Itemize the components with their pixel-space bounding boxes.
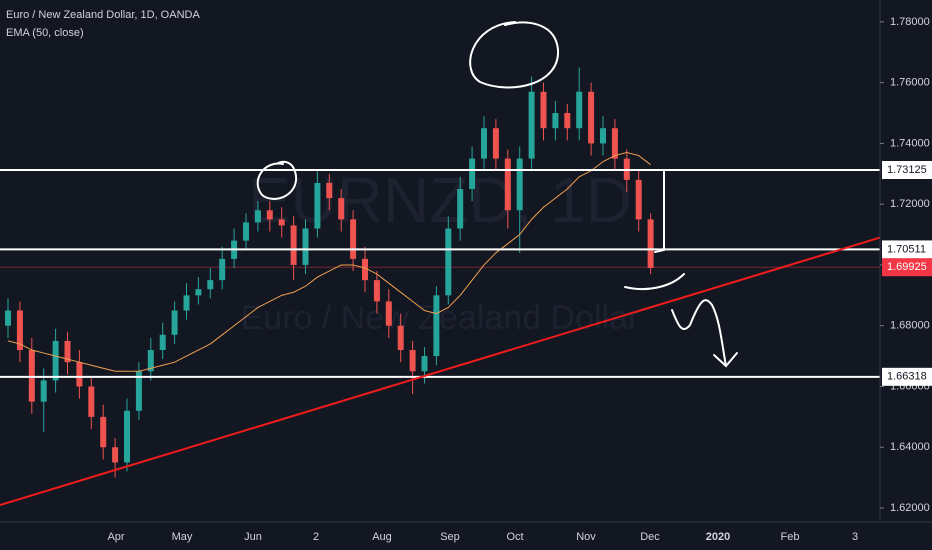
x-tick-label: Feb (781, 531, 800, 543)
candle-body (492, 128, 499, 159)
drawing-ellipse (469, 21, 560, 89)
candle-body (421, 356, 428, 372)
drawing-circle (256, 160, 298, 200)
candle-body (338, 198, 345, 220)
candle-body (314, 182, 321, 229)
candle-body (195, 289, 202, 296)
candle-body (576, 91, 583, 129)
candle-body (112, 447, 119, 463)
candle-body (290, 225, 297, 265)
level-label: 1.73125 (887, 164, 927, 176)
candle-body (504, 158, 511, 211)
candle-body (600, 128, 606, 144)
candle-body (183, 295, 190, 311)
level-label-box (882, 160, 932, 179)
candle-body (433, 295, 440, 357)
y-tick-label: 1.68000 (890, 320, 930, 332)
candle-body (647, 219, 654, 268)
watermark-symbol: EURNZD, 1D (248, 164, 632, 236)
candle-body (266, 210, 273, 220)
candle-body (385, 301, 392, 326)
candle-body (350, 219, 357, 259)
plot-area (0, 67, 881, 506)
candle-body (88, 386, 95, 417)
chart-title: Euro / New Zealand Dollar, 1D, OANDA (6, 9, 200, 21)
watermark: EURNZD, 1D Euro / New Zealand Dollar (241, 164, 640, 337)
y-tick-label: 1.74000 (890, 137, 930, 149)
candle-body (540, 91, 547, 129)
candle-body (457, 188, 464, 229)
y-tick-label: 1.62000 (890, 502, 930, 514)
level-label-box (882, 367, 932, 386)
candle-body (207, 280, 214, 290)
y-tick-label: 1.76000 (890, 77, 930, 89)
drawings (256, 21, 738, 368)
candle-body (611, 128, 618, 159)
candle-body (362, 258, 368, 281)
candle-body (254, 210, 261, 223)
candle-body (469, 158, 476, 189)
trendline (0, 236, 881, 506)
candle-body (481, 128, 487, 159)
x-tick-label: Sep (440, 531, 460, 543)
candle-body (64, 340, 71, 363)
candle-body (16, 310, 23, 351)
candle-body (302, 228, 309, 265)
x-tick-label: May (172, 531, 193, 543)
candle-body (326, 182, 333, 199)
candle-body (52, 340, 59, 381)
x-tick-label: Aug (372, 531, 392, 543)
y-tick-label: 1.72000 (890, 198, 930, 210)
candle-body (243, 222, 249, 241)
last-price-label: 1.69925 (887, 261, 927, 273)
x-tick-label: Oct (506, 531, 523, 543)
x-tick-label: 2020 (706, 531, 730, 543)
last-price-box (882, 258, 932, 277)
candle-body (76, 362, 83, 387)
level-label-box (882, 240, 932, 259)
candle-body (171, 310, 178, 335)
x-tick-label: Dec (640, 531, 660, 543)
candle-body (552, 113, 559, 129)
candle-body (564, 113, 571, 129)
candle-body (397, 325, 404, 351)
y-tick-label: 1.78000 (890, 16, 930, 28)
candle-body (5, 310, 11, 326)
drawing-curve (624, 273, 685, 290)
x-tick-label: 3 (852, 531, 858, 543)
candle-body (445, 228, 452, 296)
candle-body (40, 380, 47, 402)
level-label: 1.70511 (887, 243, 926, 255)
drawing-arrowhead (713, 352, 738, 368)
ema-line (7, 152, 651, 372)
x-tick-label: Nov (576, 531, 596, 543)
candle-body (516, 158, 523, 211)
x-tick-label: Apr (107, 531, 124, 543)
candle-body (373, 280, 380, 302)
candle-body (409, 350, 416, 372)
candle-body (278, 219, 285, 226)
candle-body (528, 91, 535, 159)
drawing-bracket (651, 169, 665, 253)
candle-body (219, 258, 226, 281)
level-label: 1.66318 (887, 371, 927, 383)
drawing-arrow (671, 299, 727, 367)
candle-body (588, 91, 595, 144)
x-tick-label: Jun (244, 531, 262, 543)
candle-body (124, 410, 130, 463)
x-tick-label: 2 (313, 531, 319, 543)
candle-body (159, 334, 166, 351)
candle-body (147, 350, 154, 372)
candle-body (100, 416, 107, 448)
candle-body (135, 371, 142, 411)
indicator-label: EMA (50, close) (6, 27, 84, 39)
watermark-description: Euro / New Zealand Dollar (241, 299, 640, 337)
candle-body (635, 179, 642, 220)
y-tick-label: 1.64000 (890, 441, 930, 453)
